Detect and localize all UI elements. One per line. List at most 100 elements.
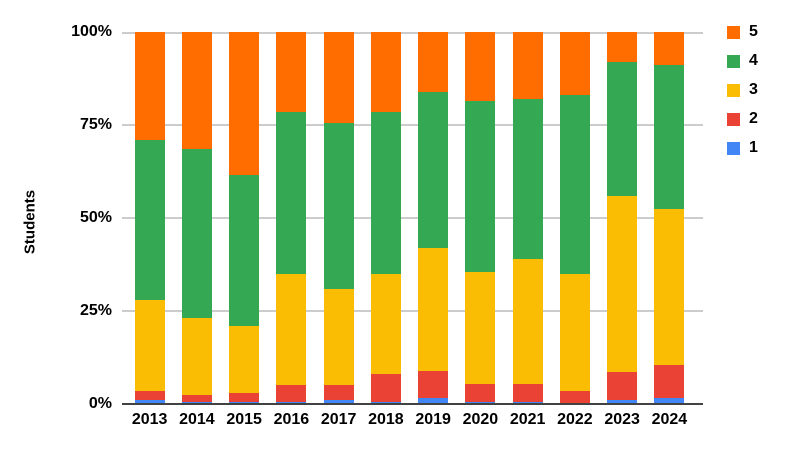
bar-segment-2021-series-4[interactable] [512, 98, 543, 259]
bar-segment-2024-series-5[interactable] [654, 32, 685, 66]
bar-segment-2015-series-4[interactable] [229, 175, 260, 326]
bar-segment-2017-series-4[interactable] [323, 123, 354, 289]
bar-2014 [181, 32, 212, 404]
y-tick-label-100: 100% [71, 23, 112, 40]
x-tick-label-2013: 2013 [131, 411, 168, 428]
legend-swatch-1 [727, 141, 740, 155]
bar-segment-2024-series-1[interactable] [654, 398, 685, 404]
bar-segment-2018-series-5[interactable] [370, 32, 401, 112]
bar-segment-2020-series-4[interactable] [465, 100, 496, 272]
bar-slot-2023 [599, 32, 646, 404]
legend-label-2: 2 [749, 110, 758, 127]
legend-item-1[interactable]: 1 [727, 140, 758, 156]
legend-item-4[interactable]: 4 [727, 52, 758, 69]
bar-segment-2022-series-4[interactable] [559, 95, 590, 274]
bar-slot-2013 [126, 32, 173, 404]
bar-segment-2020-series-3[interactable] [465, 271, 496, 384]
legend-item-3[interactable]: 3 [727, 81, 758, 98]
bar-segment-2024-series-2[interactable] [654, 364, 685, 399]
bar-segment-2017-series-3[interactable] [323, 288, 354, 386]
bar-segment-2017-series-2[interactable] [323, 385, 354, 401]
bar-segment-2022-series-2[interactable] [559, 390, 590, 404]
bar-segment-2013-series-1[interactable] [134, 400, 165, 404]
bar-segment-2020-series-2[interactable] [465, 383, 496, 403]
bar-slot-2017 [315, 32, 362, 404]
bar-segment-2018-series-2[interactable] [370, 374, 401, 403]
bar-segment-2017-series-5[interactable] [323, 32, 354, 124]
x-tick-label-2018: 2018 [368, 411, 404, 428]
bar-segment-2024-series-4[interactable] [654, 65, 685, 209]
bar-slot-2021 [504, 32, 551, 404]
legend-swatch-4 [727, 54, 740, 68]
bar-slot-2024 [646, 32, 693, 404]
bar-2020 [465, 32, 496, 404]
bar-segment-2015-series-5[interactable] [229, 32, 260, 176]
legend-swatch-5 [727, 25, 740, 39]
bar-segment-2019-series-1[interactable] [418, 398, 449, 404]
bar-segment-2023-series-3[interactable] [607, 195, 638, 373]
bar-segment-2021-series-2[interactable] [512, 383, 543, 403]
legend-label-3: 3 [749, 81, 758, 98]
bar-segment-2014-series-5[interactable] [181, 32, 212, 150]
bar-segment-2018-series-3[interactable] [370, 273, 401, 375]
bar-segment-2015-series-3[interactable] [229, 325, 260, 393]
bar-2022 [559, 32, 590, 404]
x-tick-label-2024: 2024 [651, 411, 688, 428]
y-tick-label-25: 25% [79, 302, 112, 319]
bar-2015 [229, 32, 260, 404]
bar-segment-2013-series-4[interactable] [134, 139, 165, 300]
bar-segment-2016-series-5[interactable] [276, 32, 307, 112]
y-tick-label-50: 50% [79, 209, 112, 226]
bars-container [126, 32, 693, 404]
gridline-75 [122, 124, 703, 126]
legend-item-5[interactable]: 5 [727, 23, 758, 40]
bar-slot-2015 [221, 32, 268, 404]
bar-segment-2022-series-3[interactable] [559, 273, 590, 391]
bar-segment-2019-series-5[interactable] [418, 32, 449, 92]
legend-label-5: 5 [749, 23, 758, 40]
bar-slot-2022 [551, 32, 598, 404]
gridlines [122, 32, 703, 404]
bar-2017 [323, 32, 354, 404]
bar-segment-2014-series-4[interactable] [181, 149, 212, 319]
bar-segment-2020-series-5[interactable] [465, 32, 496, 101]
bar-segment-2016-series-2[interactable] [276, 385, 307, 403]
bar-segment-2016-series-3[interactable] [276, 273, 307, 386]
bar-2021 [512, 32, 543, 404]
bar-segment-2015-series-2[interactable] [229, 392, 260, 403]
bar-segment-2017-series-1[interactable] [323, 400, 354, 404]
bar-segment-2021-series-5[interactable] [512, 32, 543, 99]
x-tick-label-2014: 2014 [179, 411, 215, 428]
bar-segment-2014-series-3[interactable] [181, 318, 212, 395]
bar-segment-2019-series-4[interactable] [418, 91, 449, 248]
bar-segment-2014-series-2[interactable] [181, 394, 212, 403]
bar-segment-2021-series-3[interactable] [512, 258, 543, 384]
gridline-50 [122, 217, 703, 219]
bar-slot-2019 [410, 32, 457, 404]
bar-segment-2023-series-5[interactable] [607, 32, 638, 62]
y-tick-label-75: 75% [79, 116, 112, 133]
legend-item-2[interactable]: 2 [727, 110, 758, 127]
x-tick-label-2020: 2020 [462, 411, 499, 428]
bar-segment-2018-series-4[interactable] [370, 111, 401, 274]
bar-segment-2013-series-5[interactable] [134, 32, 165, 140]
bar-segment-2022-series-5[interactable] [559, 32, 590, 96]
bar-slot-2016 [268, 32, 315, 404]
gridline-100 [122, 32, 703, 34]
bar-segment-2013-series-2[interactable] [134, 390, 165, 401]
bar-2013 [134, 32, 165, 404]
bar-segment-2023-series-2[interactable] [607, 372, 638, 401]
bar-segment-2023-series-1[interactable] [607, 400, 638, 404]
bar-segment-2016-series-4[interactable] [276, 111, 307, 274]
legend-label-4: 4 [749, 52, 758, 69]
bar-segment-2013-series-3[interactable] [134, 299, 165, 391]
x-axis-labels: 2013 2014 2015 2016 2017 2018 2019 2020 2021 2022… [126, 411, 693, 429]
bar-segment-2019-series-3[interactable] [418, 247, 449, 371]
bar-segment-2023-series-4[interactable] [607, 61, 638, 196]
y-axis-labels: 0% 25% 50% 75% 100% [0, 23, 112, 412]
bar-segment-2019-series-2[interactable] [418, 370, 449, 399]
x-axis-line [122, 403, 703, 405]
bar-segment-2024-series-3[interactable] [654, 208, 685, 365]
x-tick-label-2022: 2022 [557, 411, 593, 428]
